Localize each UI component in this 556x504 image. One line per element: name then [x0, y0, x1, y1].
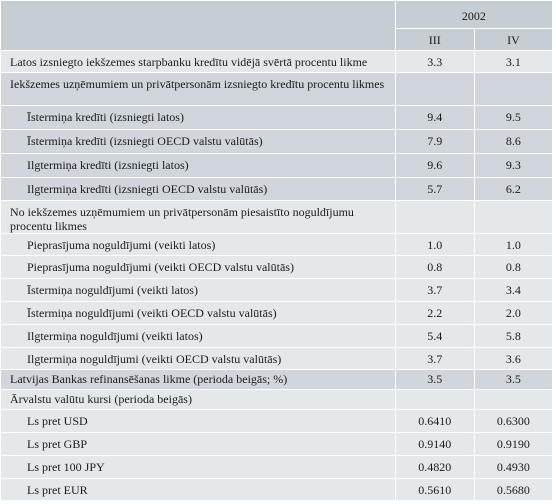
- row-label: Pieprasījuma noguldījumi (veikti OECD va…: [0, 255, 396, 279]
- row-label: Īstermiņa noguldījumi (veikti latos): [0, 278, 396, 302]
- row-value-iv: 3.6: [473, 347, 554, 370]
- table-row: Ilgtermiņa kredīti (izsniegti OECD valst…: [0, 177, 554, 201]
- row-value-iv: 2.0: [473, 301, 554, 325]
- row-value-iii: 9.6: [394, 153, 475, 178]
- row-label: Īstermiņa kredīti (izsniegti latos): [0, 105, 396, 130]
- header-row-year: 2002: [0, 0, 554, 51]
- row-value-iii: 3.3: [394, 50, 475, 73]
- row-value-iv: 9.3: [473, 153, 554, 178]
- row-value-iii: 1.0: [394, 233, 475, 256]
- row-value-iii: 0.8: [394, 255, 475, 279]
- table-row: Īstermiņa kredīti (izsniegti latos) 9.4 …: [0, 105, 554, 130]
- row-value-iv: 0.6300: [473, 409, 554, 433]
- row-value-iii: 2.2: [394, 301, 475, 325]
- table-row: Pieprasījuma noguldījumi (veikti OECD va…: [0, 255, 554, 279]
- table-row: Īstermiņa noguldījumi (veikti OECD valst…: [0, 301, 554, 325]
- section-label-exchange-rates: Ārvalstu valūtu kursi (perioda beigās): [0, 389, 396, 410]
- row-label: Ilgtermiņa kredīti (izsniegti OECD valst…: [0, 177, 396, 201]
- section-row-exchange-rates: Ārvalstu valūtu kursi (perioda beigās): [0, 389, 554, 410]
- table-row: Ilgtermiņa noguldījumi (veikti latos) 5.…: [0, 324, 554, 348]
- header-quarter-iv: IV: [473, 28, 554, 51]
- row-value-iii: [394, 389, 475, 410]
- row-label: Īstermiņa noguldījumi (veikti OECD valst…: [0, 301, 396, 325]
- row-value-iii: 0.5610: [394, 478, 475, 501]
- table-row: Latos izsniegto iekšzemes starpbanku kre…: [0, 50, 554, 73]
- row-value-iii: 9.4: [394, 105, 475, 130]
- table-row: Pieprasījuma noguldījumi (veikti latos) …: [0, 233, 554, 256]
- section-row-credits: Iekšzemes uzņēmumiem un privātpersonām i…: [0, 72, 554, 106]
- row-value-iv: [473, 389, 554, 410]
- table-row: Ls pret 100 JPY 0.4820 0.4930: [0, 455, 554, 479]
- row-label: Ls pret EUR: [0, 478, 396, 501]
- row-value-iii: 5.7: [394, 177, 475, 201]
- row-label: Latvijas Bankas refinansēšanas likme (pe…: [0, 369, 396, 390]
- row-value-iv: 5.8: [473, 324, 554, 348]
- table-row: Ilgtermiņa kredīti (izsniegti latos) 9.6…: [0, 153, 554, 178]
- row-value-iv: 0.8: [473, 255, 554, 279]
- row-value-iv: 3.1: [473, 50, 554, 73]
- section-label-deposits: No iekšzemes uzņēmumiem un privātpersonā…: [0, 200, 396, 234]
- row-value-iii: 7.9: [394, 129, 475, 154]
- table-row: Ls pret EUR 0.5610 0.5680: [0, 478, 554, 501]
- table-row: Ilgtermiņa noguldījumi (veikti OECD vals…: [0, 347, 554, 370]
- row-label: Pieprasījuma noguldījumi (veikti latos): [0, 233, 396, 256]
- table-row: Ls pret GBP 0.9140 0.9190: [0, 432, 554, 456]
- row-value-iv: 0.5680: [473, 478, 554, 501]
- row-value-iii: 0.4820: [394, 455, 475, 479]
- row-label: Ilgtermiņa noguldījumi (veikti latos): [0, 324, 396, 348]
- row-value-iv: 0.9190: [473, 432, 554, 456]
- row-value-iii: 5.4: [394, 324, 475, 348]
- row-label: Ilgtermiņa kredīti (izsniegti latos): [0, 153, 396, 178]
- row-label: Latos izsniegto iekšzemes starpbanku kre…: [0, 50, 396, 73]
- row-value-iv: 8.6: [473, 129, 554, 154]
- row-value-iv: 9.5: [473, 105, 554, 130]
- row-value-iv: [473, 72, 554, 106]
- table-row: Īstermiņa noguldījumi (veikti latos) 3.7…: [0, 278, 554, 302]
- row-value-iii: 3.5: [394, 369, 475, 390]
- section-row-deposits: No iekšzemes uzņēmumiem un privātpersonā…: [0, 200, 554, 234]
- row-value-iv: 3.5: [473, 369, 554, 390]
- header-blank-cell: [0, 0, 396, 51]
- header-row-quarters: III IV: [1, 28, 554, 51]
- row-value-iii: [394, 200, 475, 234]
- row-label: Ls pret GBP: [0, 432, 396, 456]
- row-value-iii: [394, 72, 475, 106]
- table-row: Ls pret USD 0.6410 0.6300: [0, 409, 554, 433]
- row-value-iv: 3.4: [473, 278, 554, 302]
- header-quarter-iii: III: [394, 28, 475, 51]
- header-year: 2002: [394, 0, 554, 29]
- row-label: Ls pret 100 JPY: [0, 455, 396, 479]
- row-value-iv: 0.4930: [473, 455, 554, 479]
- row-label: Īstermiņa kredīti (izsniegti OECD valstu…: [0, 129, 396, 154]
- row-value-iv: 6.2: [473, 177, 554, 201]
- row-value-iv: 1.0: [473, 233, 554, 256]
- row-value-iii: 0.6410: [394, 409, 475, 433]
- row-value-iii: 3.7: [394, 278, 475, 302]
- row-value-iv: [473, 200, 554, 234]
- row-value-iii: 0.9140: [394, 432, 475, 456]
- table-row: Latvijas Bankas refinansēšanas likme (pe…: [0, 369, 554, 390]
- section-label-credits: Iekšzemes uzņēmumiem un privātpersonām i…: [0, 72, 396, 106]
- row-value-iii: 3.7: [394, 347, 475, 370]
- row-label: Ilgtermiņa noguldījumi (veikti OECD vals…: [0, 347, 396, 370]
- row-label: Ls pret USD: [0, 409, 396, 433]
- table-row: Īstermiņa kredīti (izsniegti OECD valstu…: [0, 129, 554, 154]
